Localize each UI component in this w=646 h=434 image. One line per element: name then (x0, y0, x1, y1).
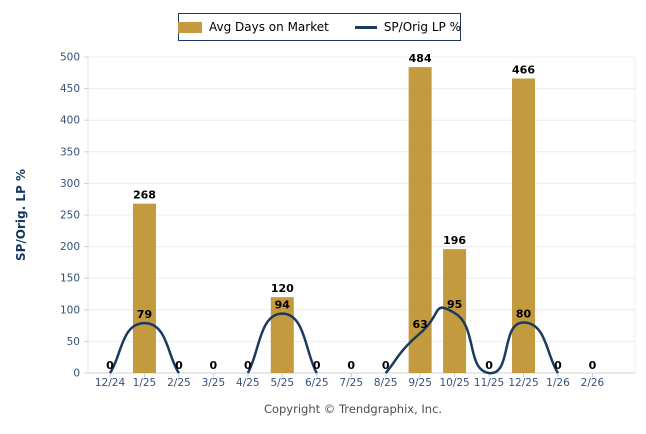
legend-item-sp-orig-lp: SP/Orig LP % (354, 20, 461, 34)
zero-value-label: 0 (210, 359, 218, 372)
y-tick-label: 500 (60, 52, 80, 64)
x-tick-label: 3/25 (202, 377, 226, 389)
trend-line (384, 306, 560, 375)
y-tick-label: 250 (60, 210, 80, 222)
x-tick-label: 2/25 (167, 377, 191, 389)
zero-value-label: 0 (313, 359, 321, 372)
y-tick-label: 300 (60, 178, 80, 190)
y-tick-label: 450 (60, 83, 80, 95)
line-value-label: 95 (447, 298, 462, 311)
line-swatch-icon (354, 25, 377, 29)
bar-value-label: 466 (512, 63, 535, 76)
y-tick-label: 350 (60, 146, 80, 158)
bar-value-label: 484 (409, 52, 432, 65)
x-tick-label: 12/25 (508, 377, 538, 389)
bar-swatch-icon (178, 21, 202, 33)
bar (512, 78, 536, 373)
line-value-label: 63 (412, 318, 427, 331)
trend-line (246, 312, 318, 374)
line-value-label: 94 (275, 299, 291, 312)
x-tick-label: 12/24 (95, 377, 126, 389)
x-tick-label: 11/25 (474, 377, 504, 389)
legend-label-sp-orig-lp: SP/Orig LP % (383, 20, 461, 34)
y-tick-label: 100 (60, 304, 80, 316)
trend-line (108, 321, 180, 374)
x-tick-label: 7/25 (339, 377, 363, 389)
x-tick-label: 6/25 (305, 377, 329, 389)
x-tick-label: 1/26 (546, 377, 570, 389)
legend-item-avg-days-on-market: Avg Days on Market (178, 20, 329, 34)
copyright-text: Copyright © Trendgraphix, Inc. (263, 402, 443, 416)
x-tick-label: 5/25 (271, 377, 295, 389)
line-value-label: 79 (137, 308, 152, 321)
zero-value-label: 0 (106, 359, 114, 372)
zero-value-label: 0 (175, 359, 183, 372)
bar (270, 297, 294, 373)
x-tick-label: 1/25 (133, 377, 157, 389)
x-tick-label: 4/25 (236, 377, 260, 389)
bar (132, 203, 156, 373)
y-tick-label: 400 (60, 115, 80, 127)
y-tick-label: 150 (60, 273, 80, 285)
bar (408, 67, 432, 373)
y-tick-label: 0 (73, 368, 80, 380)
x-tick-label: 2/26 (581, 377, 605, 389)
bar-value-label: 196 (443, 234, 466, 247)
x-tick-label: 8/25 (374, 377, 398, 389)
line-value-label: 80 (516, 307, 532, 320)
x-tick-label: 9/25 (408, 377, 432, 389)
y-tick-label: 50 (67, 336, 80, 348)
bar (443, 249, 467, 373)
zero-value-label: 0 (485, 359, 493, 372)
bar-value-label: 268 (133, 189, 156, 202)
zero-value-label: 0 (554, 359, 562, 372)
legend: Avg Days on Market SP/Orig LP % (178, 13, 461, 41)
x-tick-label: 10/25 (439, 377, 469, 389)
legend-label-avg-days-on-market: Avg Days on Market (209, 20, 329, 34)
zero-value-label: 0 (382, 359, 390, 372)
zero-value-label: 0 (347, 359, 355, 372)
y-tick-label: 200 (60, 241, 80, 253)
zero-value-label: 0 (244, 359, 252, 372)
bar-value-label: 120 (271, 282, 294, 295)
zero-value-label: 0 (589, 359, 597, 372)
